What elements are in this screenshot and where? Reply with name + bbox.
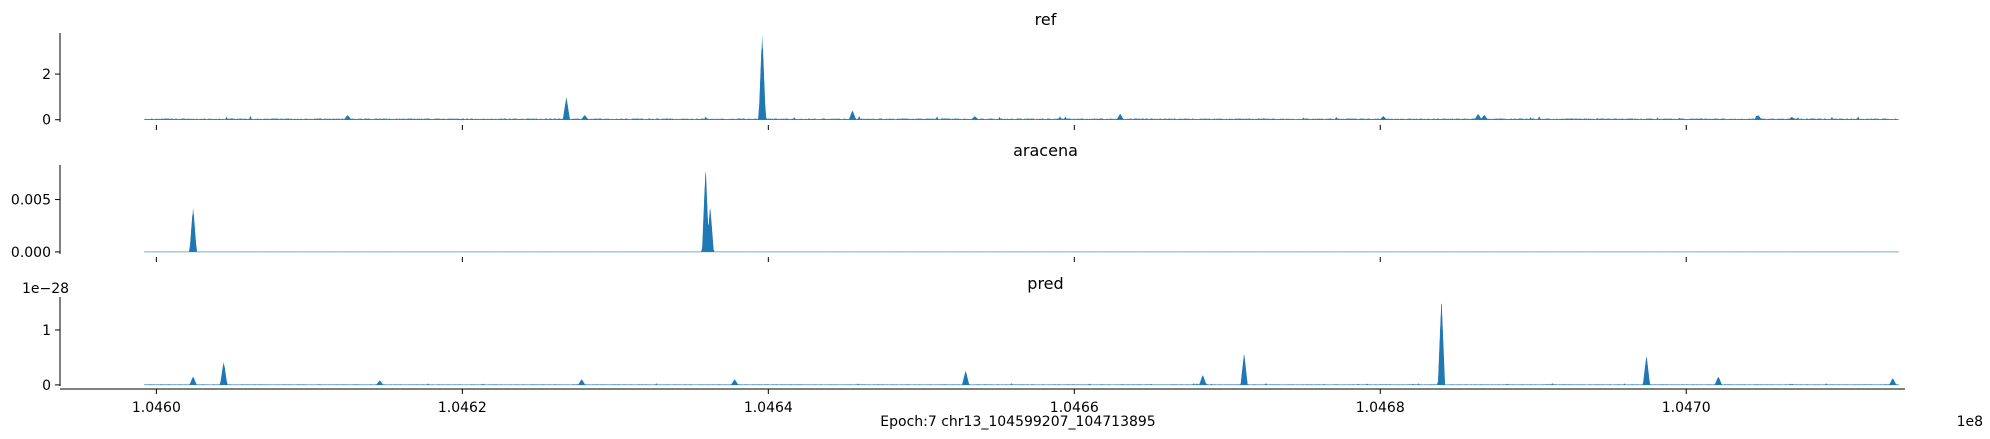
y-tick-label: 0.005 (11, 193, 51, 209)
peak-mark (731, 379, 739, 385)
y-tick-label: 0.000 (11, 245, 51, 261)
peak-mark (1379, 116, 1387, 120)
peak-mark (706, 207, 714, 252)
peak-mark (581, 115, 589, 120)
peak-mark (1240, 354, 1248, 385)
y-axis-offset-label: 1e−28 (22, 281, 69, 297)
peak-mark (1480, 115, 1488, 120)
panel-pred: pred 0 1 1e−28 1.0460 1.0462 1.0464 1.0466 1.046… (22, 274, 1905, 416)
panel-title: pred (1027, 274, 1063, 293)
peak-mark (1116, 114, 1124, 120)
x-tick-label: 1.0460 (132, 400, 181, 416)
peak-mark (1889, 378, 1897, 385)
peak-mark (1788, 116, 1796, 120)
peak-mark (189, 207, 197, 252)
panel-title: aracena (1013, 141, 1078, 160)
series-area (144, 172, 1899, 253)
peak-mark (220, 361, 228, 385)
peak-mark (563, 98, 570, 120)
peak-mark (376, 380, 384, 385)
peak-mark (1438, 302, 1445, 385)
peak-mark (1714, 376, 1722, 385)
peak-mark (849, 110, 856, 120)
y-tick-label: 0 (42, 378, 51, 394)
y-tick-label: 2 (42, 67, 51, 83)
peak-mark (578, 379, 586, 385)
y-tick-label: 0 (42, 113, 51, 129)
peak-mark (758, 35, 766, 120)
y-tick-label: 1 (42, 323, 51, 339)
x-tick-label: 1.0470 (1662, 400, 1711, 416)
peak-mark (971, 116, 979, 120)
panels: ref 0 2 aracena 0.000 0.005 pred 0 1 1e−28 1.0460 1… (11, 10, 1905, 416)
peak-mark (1754, 115, 1762, 120)
peak-mark (1643, 356, 1650, 385)
x-axis-offset-label: 1e8 (1957, 414, 1983, 430)
x-axis-label: Epoch:7 chr13_104599207_104713895 (880, 414, 1155, 430)
peak-mark (962, 371, 970, 385)
series-area (144, 48, 1899, 120)
panel-aracena: aracena 0.000 0.005 (11, 141, 1899, 262)
x-tick-label: 1.0468 (1356, 400, 1405, 416)
x-tick-label: 1.0464 (744, 400, 793, 416)
panel-ref: ref 0 2 (42, 10, 1899, 130)
peak-mark (189, 376, 197, 385)
peak-mark (1474, 114, 1482, 120)
series-area (144, 304, 1899, 386)
peak-mark (344, 115, 351, 120)
panel-title: ref (1035, 10, 1057, 29)
peak-mark (1199, 375, 1207, 385)
x-tick-label: 1.0466 (1050, 400, 1099, 416)
peak-mark (702, 170, 709, 252)
x-tick-label: 1.0462 (438, 400, 487, 416)
